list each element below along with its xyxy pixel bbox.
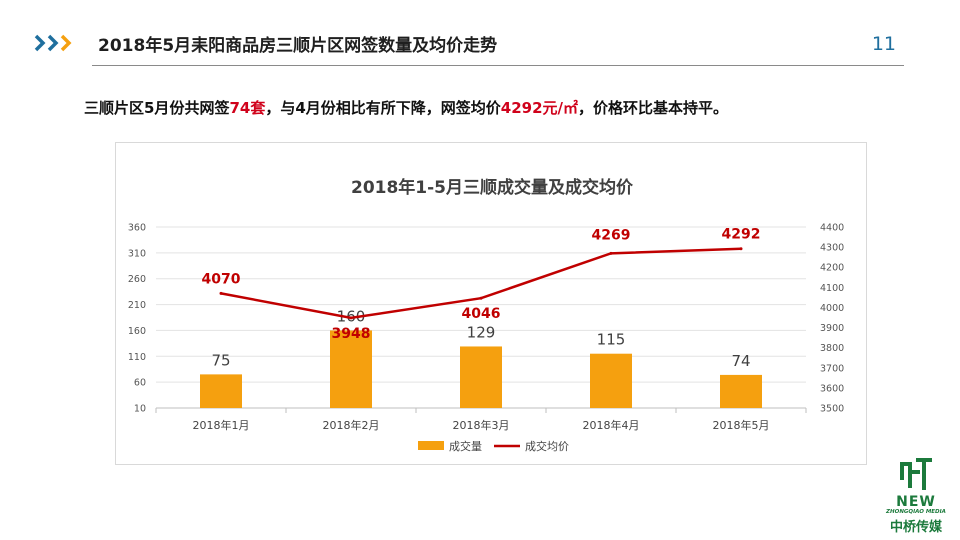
- logo-mark-icon: [900, 458, 932, 490]
- bar-data-label: 129: [467, 323, 496, 341]
- x-tick-label: 2018年1月: [193, 418, 250, 432]
- bar-data-label: 75: [211, 351, 230, 369]
- legend-bar-swatch: [418, 441, 444, 450]
- right-tick-label: 4200: [820, 263, 844, 274]
- left-tick-label: 310: [128, 248, 146, 259]
- chart-frame: 2018年1-5月三顺成交量及成交均价 10 60 110 160 210 260 310 36…: [115, 142, 867, 465]
- logo-name: 中桥传媒: [889, 520, 942, 535]
- price-point: [739, 247, 743, 251]
- bar: [590, 353, 632, 408]
- price-data-label: 4070: [202, 271, 241, 287]
- logo-subtitle: ZHONGQIAO MEDIA: [886, 509, 946, 515]
- bar: [200, 374, 242, 408]
- legend-line-label: 成交均价: [525, 439, 569, 453]
- header-divider: [92, 65, 904, 66]
- right-tick-label: 3600: [820, 383, 844, 394]
- legend-bar-label: 成交量: [449, 439, 482, 453]
- right-tick-label: 3800: [820, 343, 844, 354]
- left-tick-label: 10: [134, 404, 146, 415]
- summary-part3: ，价格环比基本持平。: [578, 99, 729, 117]
- slide-title: 2018年5月耒阳商品房三顺片区网签数量及均价走势: [98, 36, 498, 56]
- right-tick-label: 3700: [820, 363, 844, 374]
- left-tick-label: 60: [134, 378, 146, 389]
- brand-logo: NEW ZHONGQIAO MEDIA 中桥传媒: [880, 456, 952, 536]
- summary-text: 三顺片区5月份共网签74套，与4月份相比有所下降，网签均价4292元/㎡，价格环…: [84, 97, 728, 118]
- right-tick-label: 4100: [820, 283, 844, 294]
- right-tick-label: 4000: [820, 303, 844, 314]
- summary-units: 74套: [229, 99, 266, 117]
- price-data-label: 3948: [332, 326, 371, 342]
- page-number: 11: [871, 33, 896, 55]
- price-point: [479, 296, 483, 300]
- bar: [720, 374, 762, 408]
- bar: [330, 330, 372, 408]
- bar-data-label: 115: [597, 331, 626, 349]
- summary-part2: ，与4月份相比有所下降，网签均价: [265, 99, 501, 117]
- right-tick-label: 4400: [820, 223, 844, 234]
- left-tick-label: 360: [128, 223, 146, 234]
- bar-data-label: 74: [731, 352, 750, 370]
- right-tick-label: 3500: [820, 404, 844, 415]
- price-point: [609, 251, 613, 255]
- summary-price: 4292元/㎡: [500, 99, 579, 117]
- price-point: [349, 316, 353, 320]
- combo-chart: 2018年1-5月三顺成交量及成交均价 10 60 110 160 210 260 310 36…: [128, 177, 844, 453]
- summary-part1: 三顺片区5月份共网签: [84, 99, 230, 117]
- left-tick-label: 110: [128, 352, 146, 363]
- left-tick-label: 260: [128, 274, 146, 285]
- x-tick-label: 2018年5月: [713, 418, 770, 432]
- chevrons-icon: [34, 34, 72, 52]
- x-tick-label: 2018年3月: [453, 418, 510, 432]
- x-tick-label: 2018年4月: [583, 418, 640, 432]
- right-tick-label: 4300: [820, 243, 844, 254]
- price-data-label: 4292: [722, 227, 761, 243]
- chart-title: 2018年1-5月三顺成交量及成交均价: [351, 177, 634, 198]
- left-tick-label: 210: [128, 300, 146, 311]
- price-data-label: 4046: [462, 306, 501, 322]
- price-point: [219, 291, 223, 295]
- slide-header: 2018年5月耒阳商品房三顺片区网签数量及均价走势 11: [0, 0, 960, 70]
- bar: [460, 346, 502, 408]
- price-data-label: 4269: [592, 227, 631, 243]
- left-tick-label: 160: [128, 326, 146, 337]
- logo-word: NEW: [896, 494, 936, 510]
- x-tick-label: 2018年2月: [323, 418, 380, 432]
- right-tick-label: 3900: [820, 323, 844, 334]
